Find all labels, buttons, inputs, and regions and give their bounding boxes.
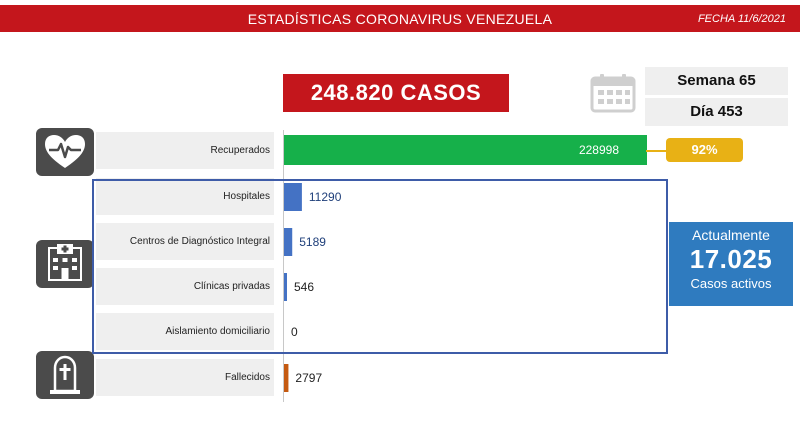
total-cases-badge: 248.820 CASOS	[283, 74, 509, 112]
hospitalized-group-frame	[92, 179, 668, 354]
label-hospitales: Hospitales	[96, 178, 274, 215]
value-label-recuperados: 228998	[579, 143, 619, 157]
percent-connector	[646, 150, 666, 152]
header-bar: ESTADÍSTICAS CORONAVIRUS VENEZUELA FECHA…	[0, 5, 800, 32]
label-aislamiento: Aislamiento domiciliario	[96, 313, 274, 350]
week-counter: Semana 65	[645, 67, 788, 95]
tombstone-icon	[50, 355, 80, 394]
chart-axis	[283, 130, 284, 402]
recovered-percent-badge: 92%	[666, 138, 743, 162]
label-recuperados: Recuperados	[96, 132, 274, 169]
report-date: FECHA 11/6/2021	[697, 13, 786, 25]
label-clinicas-privadas: Clínicas privadas	[96, 268, 274, 305]
bar-recuperados	[284, 135, 647, 165]
label-fallecidos: Fallecidos	[96, 359, 274, 396]
recovered-tile	[36, 128, 94, 176]
deceased-tile	[36, 351, 94, 399]
label-centros-diagnostico: Centros de Diagnóstico Integral	[96, 223, 274, 260]
active-cases-value: 17.025	[689, 244, 773, 274]
active-cases-label: Casos activos	[690, 276, 772, 291]
page-title: ESTADÍSTICAS CORONAVIRUS VENEZUELA	[247, 11, 553, 27]
hospital-tile	[36, 240, 94, 288]
value-label-fallecidos: 2797	[295, 371, 322, 385]
hospital-building-icon	[48, 244, 82, 281]
day-counter: Día 453	[645, 98, 788, 126]
bar-fallecidos	[284, 364, 289, 392]
calendar-icon	[590, 74, 636, 113]
active-cases-caption: Actualmente	[692, 227, 770, 243]
heart-pulse-icon	[45, 135, 85, 168]
active-cases-box: Actualmente 17.025 Casos activos	[669, 222, 793, 306]
